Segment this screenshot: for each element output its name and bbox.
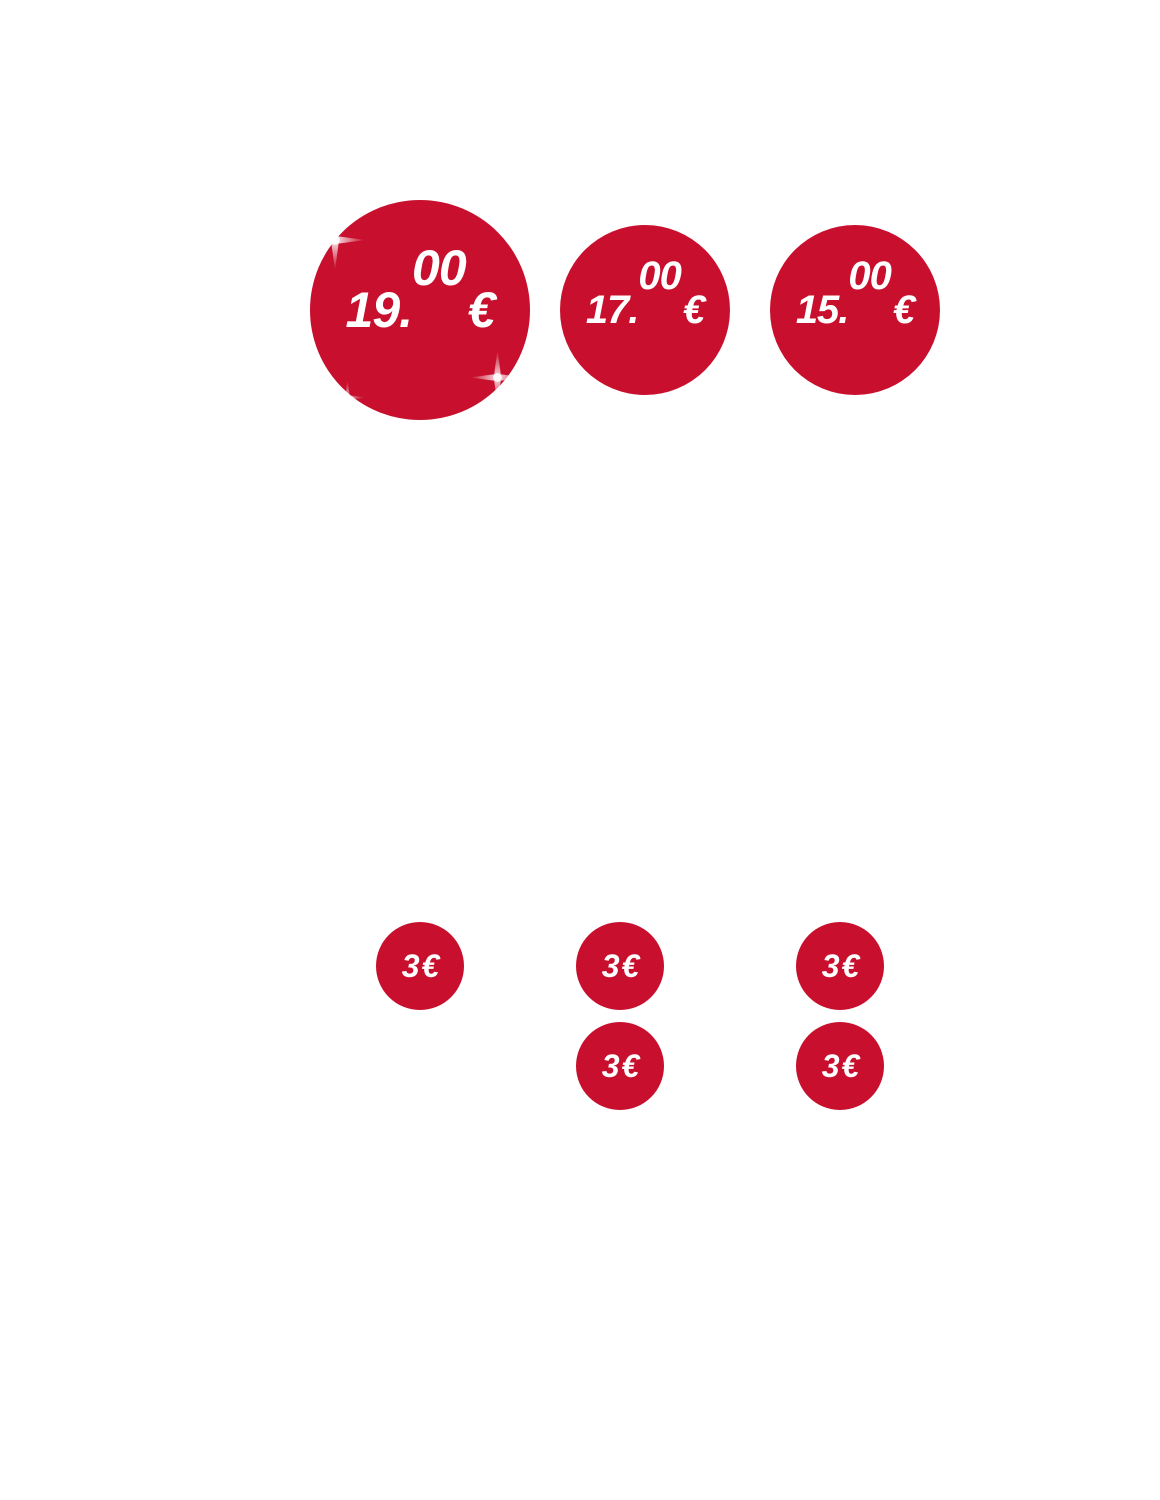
price-cents: 00 [848, 254, 891, 299]
price-badge-small: 3€ [576, 922, 664, 1010]
sparkle-icon [470, 350, 525, 405]
price-badge: 19.00€ [310, 200, 530, 420]
price-value: 17.00€ [586, 288, 704, 333]
sparkle-icon [330, 380, 365, 415]
currency-symbol: € [622, 1048, 639, 1085]
price-badge-small: 3€ [796, 922, 884, 1010]
price-value: 15.00€ [796, 288, 914, 333]
price-cents: 00 [412, 239, 466, 297]
currency-symbol: € [468, 281, 495, 339]
currency-symbol: € [893, 288, 914, 333]
sparkle-icon [305, 210, 365, 270]
price-integer: 3 [602, 1048, 619, 1085]
price-badge-small: 3€ [796, 1022, 884, 1110]
price-value: 3€ [402, 948, 439, 985]
currency-symbol: € [842, 948, 859, 985]
price-integer: 3 [822, 948, 839, 985]
price-integer: 3 [602, 948, 619, 985]
price-badge-small: 3€ [376, 922, 464, 1010]
price-value: 3€ [602, 948, 639, 985]
price-integer: 3 [822, 1048, 839, 1085]
price-integer: 19. [346, 281, 413, 339]
price-badge-small: 3€ [576, 1022, 664, 1110]
price-badge: 15.00€ [770, 225, 940, 395]
price-badge: 17.00€ [560, 225, 730, 395]
currency-symbol: € [422, 948, 439, 985]
price-integer: 3 [402, 948, 419, 985]
price-integer: 15. [796, 288, 849, 333]
currency-symbol: € [622, 948, 639, 985]
currency-symbol: € [842, 1048, 859, 1085]
price-value: 19.00€ [346, 281, 495, 339]
price-value: 3€ [822, 948, 859, 985]
price-cents: 00 [638, 254, 681, 299]
price-value: 3€ [602, 1048, 639, 1085]
price-integer: 17. [586, 288, 639, 333]
price-value: 3€ [822, 1048, 859, 1085]
currency-symbol: € [683, 288, 704, 333]
